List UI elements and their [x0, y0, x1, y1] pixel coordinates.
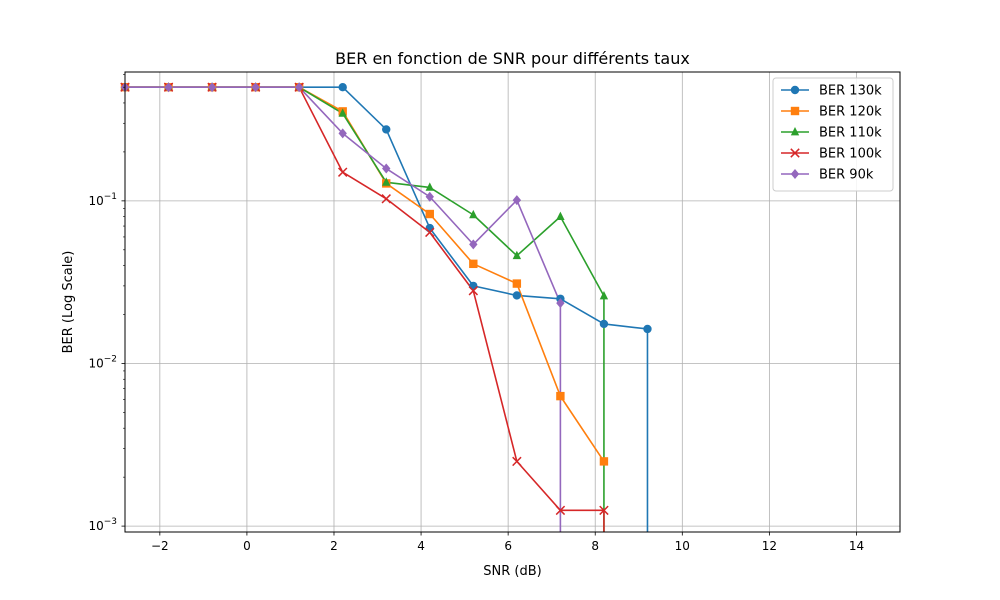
- legend-marker: [790, 169, 800, 179]
- legend-marker: [790, 127, 800, 136]
- data-point: [338, 128, 347, 139]
- data-point: [512, 291, 522, 300]
- x-tick-label: 0: [243, 539, 251, 553]
- data-point: [382, 163, 391, 174]
- data-point: [164, 82, 173, 93]
- legend: BER 130k BER 120k BER 110k BER 100k BER 90k: [772, 77, 894, 192]
- legend-label: BER 130k: [819, 84, 882, 99]
- data-point: [425, 227, 435, 238]
- data-point: [556, 298, 565, 309]
- data-point: [643, 324, 652, 334]
- data-point: [337, 167, 348, 177]
- data-point: [382, 177, 391, 186]
- legend-label: BER 120k: [819, 105, 882, 120]
- data-point: [556, 211, 565, 220]
- data-point: [599, 319, 609, 329]
- data-point: [556, 391, 565, 401]
- data-point: [382, 125, 391, 134]
- x-tick-label: 10: [675, 539, 690, 553]
- ticks: −2 0 2 4 6 8 10 12 14 10−1 10−2 10−3: [88, 74, 864, 553]
- data-point: [469, 239, 478, 250]
- x-tick-label: −2: [151, 539, 169, 553]
- data-point: [599, 505, 609, 516]
- data-point: [512, 250, 522, 260]
- x-tick-label: 6: [504, 539, 512, 553]
- data-point: [425, 209, 434, 219]
- x-tick-label: 2: [330, 539, 338, 553]
- y-tick-label: 10−2: [88, 354, 117, 370]
- data-point: [599, 291, 609, 300]
- y-tick-label: 10−1: [88, 192, 117, 208]
- data-point: [469, 259, 478, 269]
- y-tick-label: 10−3: [88, 517, 117, 533]
- legend-marker: [790, 106, 800, 116]
- legend-box: [772, 77, 894, 192]
- legend-label: BER 110k: [819, 126, 882, 141]
- data-point: [599, 457, 609, 466]
- x-tick-label: 12: [762, 539, 777, 553]
- data-point: [294, 82, 304, 93]
- legend-label: BER 90k: [819, 168, 874, 183]
- legend-label: BER 100k: [819, 147, 882, 162]
- data-point: [381, 194, 391, 204]
- series-line-ber-90k: [125, 86, 562, 532]
- data-point: [512, 279, 522, 288]
- x-tick-label: 4: [417, 539, 425, 553]
- legend-marker: [790, 148, 800, 158]
- data-point: [251, 82, 260, 93]
- y-axis-title: BER (Log Scale): [61, 251, 76, 354]
- data-point: [425, 191, 434, 202]
- x-tick-label: 8: [591, 539, 599, 553]
- data-point: [555, 505, 566, 516]
- marker-layer: [120, 82, 652, 516]
- data-point: [425, 223, 434, 233]
- data-point: [512, 195, 522, 206]
- x-axis-title: SNR (dB): [483, 564, 541, 579]
- data-point: [469, 209, 478, 219]
- data-point: [512, 456, 522, 467]
- data-point: [425, 182, 434, 191]
- data-point: [338, 108, 347, 117]
- data-point: [468, 286, 479, 296]
- data-point: [338, 82, 347, 92]
- plot-frame: [124, 71, 901, 533]
- legend-marker: [790, 85, 800, 95]
- data-point: [207, 82, 217, 93]
- x-tick-label: 14: [849, 539, 864, 553]
- chart-title: BER en fonction de SNR pour différents t…: [335, 49, 690, 68]
